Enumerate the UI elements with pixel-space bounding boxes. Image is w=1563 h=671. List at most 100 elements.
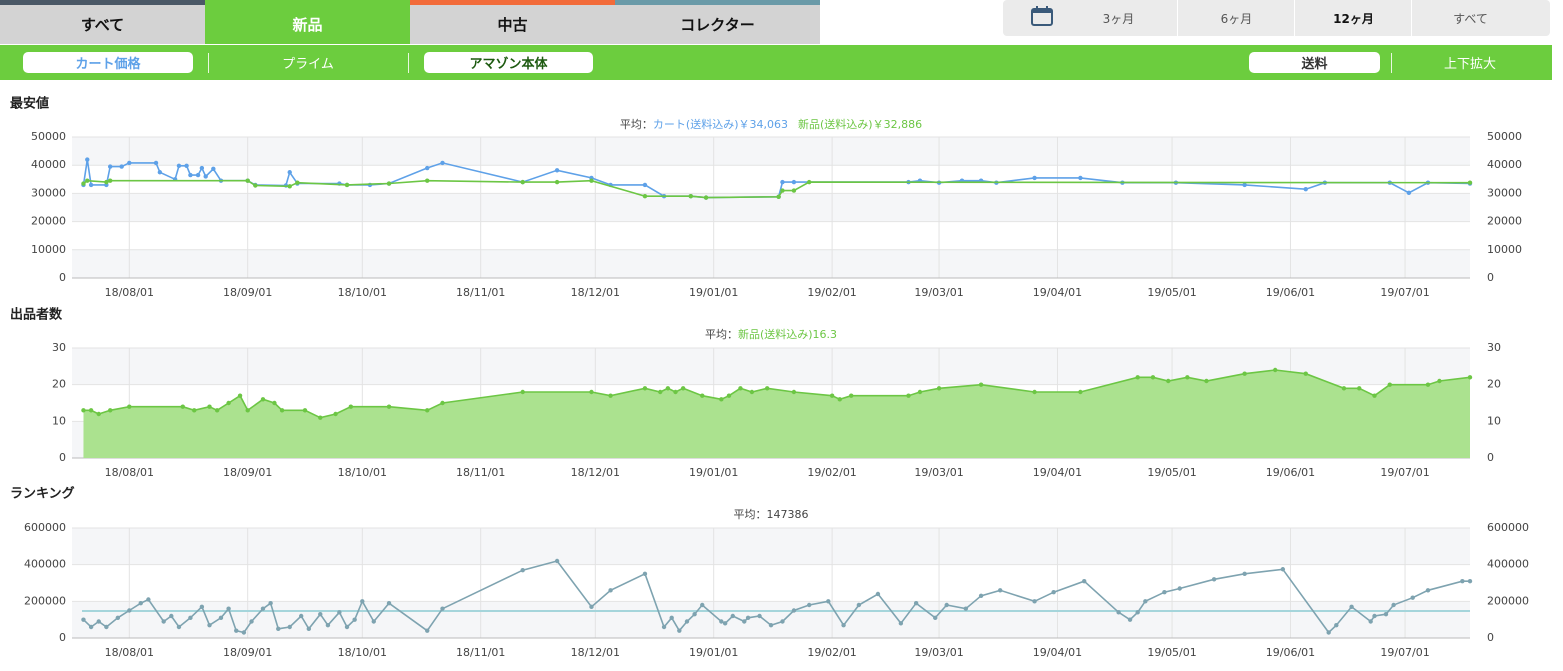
x-tick-label: 19/02/01 bbox=[807, 466, 856, 479]
filter-toggle[interactable]: 送料 bbox=[1249, 52, 1380, 73]
x-tick-label: 18/12/01 bbox=[571, 466, 620, 479]
point bbox=[88, 408, 94, 413]
x-tick-label: 18/08/01 bbox=[105, 286, 154, 299]
x-tick-label: 18/11/01 bbox=[456, 466, 505, 479]
separator bbox=[208, 53, 209, 73]
point bbox=[104, 179, 109, 185]
tab-active[interactable]: 新品 bbox=[205, 0, 410, 44]
point bbox=[997, 588, 1003, 593]
y-tick-label: 600000 bbox=[24, 521, 66, 534]
filter-toggle[interactable]: カート価格 bbox=[23, 52, 193, 73]
y-tick-label: 0 bbox=[59, 631, 66, 644]
period-option-active[interactable]: 12ヶ月 bbox=[1294, 0, 1412, 36]
point bbox=[214, 408, 220, 413]
point bbox=[849, 393, 854, 398]
plot-band bbox=[72, 601, 1470, 638]
filter-toggle[interactable]: アマゾン本体 bbox=[424, 52, 593, 73]
period-option[interactable]: すべて bbox=[1411, 0, 1529, 36]
point bbox=[1437, 378, 1442, 384]
point bbox=[107, 178, 113, 183]
point bbox=[875, 591, 881, 597]
filter-toggle[interactable]: プライム bbox=[282, 57, 334, 72]
period-option[interactable]: 6ヶ月 bbox=[1177, 0, 1295, 36]
y2-tick-label: 20000 bbox=[1487, 215, 1522, 228]
point bbox=[745, 615, 751, 621]
tab[interactable]: コレクター bbox=[615, 0, 820, 44]
period-option[interactable]: 3ヶ月 bbox=[1102, 11, 1135, 26]
point bbox=[780, 179, 785, 185]
point bbox=[665, 386, 671, 391]
point bbox=[352, 617, 357, 622]
point bbox=[669, 615, 674, 621]
y2-tick-label: 30000 bbox=[1487, 186, 1522, 199]
average-value: 新品(送料込み)16.3 bbox=[738, 327, 837, 341]
y-tick-label: 20000 bbox=[31, 215, 66, 228]
point bbox=[85, 157, 90, 162]
point bbox=[1032, 175, 1037, 181]
point bbox=[1425, 588, 1431, 593]
point bbox=[917, 389, 923, 395]
y2-tick-label: 20 bbox=[1487, 378, 1501, 391]
point bbox=[1143, 599, 1148, 604]
point bbox=[425, 628, 430, 633]
point bbox=[906, 393, 911, 398]
point bbox=[1460, 578, 1465, 584]
point bbox=[658, 389, 663, 395]
x-tick-label: 18/08/01 bbox=[105, 646, 154, 659]
chart-title: ランキング bbox=[10, 486, 75, 502]
point bbox=[841, 622, 846, 628]
point bbox=[1326, 630, 1331, 635]
y-tick-label: 200000 bbox=[24, 594, 66, 607]
y2-tick-label: 0 bbox=[1487, 271, 1494, 284]
point bbox=[96, 411, 101, 417]
point bbox=[226, 606, 231, 611]
point bbox=[260, 397, 266, 402]
point bbox=[96, 619, 101, 624]
point bbox=[188, 615, 193, 621]
point bbox=[978, 593, 984, 599]
point bbox=[680, 386, 686, 391]
point bbox=[1078, 175, 1083, 181]
point bbox=[673, 389, 678, 395]
plot-band bbox=[72, 137, 1470, 166]
x-tick-label: 19/02/01 bbox=[807, 286, 856, 299]
point bbox=[333, 411, 338, 417]
y2-tick-label: 10 bbox=[1487, 414, 1501, 427]
x-tick-label: 19/06/01 bbox=[1266, 466, 1315, 479]
point bbox=[1372, 613, 1377, 619]
point bbox=[440, 400, 445, 406]
x-tick-label: 18/12/01 bbox=[571, 286, 620, 299]
x-tick-label: 19/05/01 bbox=[1147, 286, 1196, 299]
point bbox=[1082, 578, 1087, 584]
y2-tick-label: 40000 bbox=[1487, 158, 1522, 171]
point bbox=[608, 393, 613, 398]
y2-tick-label: 600000 bbox=[1487, 521, 1529, 534]
point bbox=[1032, 599, 1037, 604]
point bbox=[554, 558, 560, 564]
point bbox=[1078, 389, 1083, 395]
point bbox=[1383, 611, 1389, 617]
point bbox=[306, 626, 312, 632]
point bbox=[127, 608, 132, 613]
point bbox=[1303, 371, 1308, 376]
point bbox=[425, 178, 430, 183]
point bbox=[287, 170, 292, 175]
separator bbox=[408, 53, 409, 73]
point bbox=[757, 613, 762, 619]
point bbox=[348, 404, 354, 409]
point bbox=[337, 610, 342, 615]
filter-toggle[interactable]: 上下拡大 bbox=[1443, 57, 1496, 72]
point bbox=[268, 600, 273, 606]
point bbox=[180, 404, 185, 409]
point bbox=[371, 619, 376, 624]
tab[interactable]: すべて bbox=[0, 0, 205, 44]
point bbox=[245, 178, 250, 183]
point bbox=[719, 619, 724, 624]
tab[interactable]: 中古 bbox=[410, 0, 615, 44]
point bbox=[287, 624, 292, 630]
point bbox=[237, 393, 243, 398]
point bbox=[199, 165, 205, 171]
y-tick-label: 0 bbox=[59, 451, 66, 464]
y2-tick-label: 200000 bbox=[1487, 594, 1529, 607]
point bbox=[913, 600, 919, 606]
